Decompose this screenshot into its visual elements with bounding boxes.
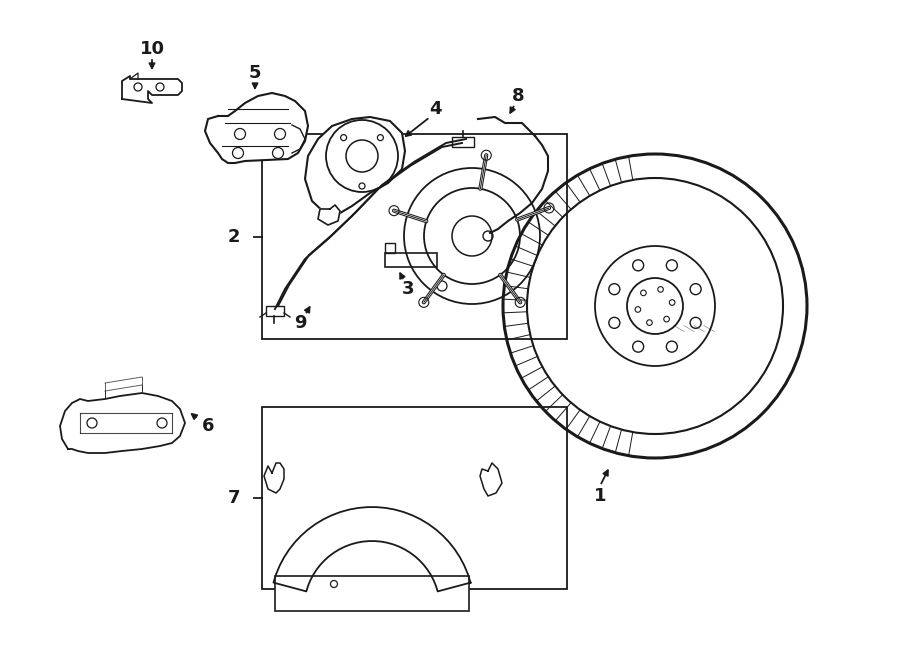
Text: 5: 5 — [248, 64, 261, 82]
Bar — [452, 137, 474, 147]
Text: 1: 1 — [594, 487, 607, 505]
Text: 9: 9 — [293, 314, 306, 332]
Polygon shape — [274, 507, 471, 592]
Bar — [384, 253, 436, 267]
Polygon shape — [264, 463, 284, 493]
Bar — [266, 306, 284, 316]
Bar — [262, 407, 567, 589]
Text: 10: 10 — [140, 40, 165, 58]
Polygon shape — [205, 93, 308, 163]
Polygon shape — [480, 463, 502, 496]
Bar — [275, 576, 469, 611]
Text: 6: 6 — [202, 417, 214, 435]
Text: 4: 4 — [428, 100, 441, 118]
Text: 2: 2 — [228, 227, 240, 245]
Polygon shape — [318, 205, 340, 225]
Text: 7: 7 — [228, 489, 240, 507]
Polygon shape — [122, 76, 182, 103]
Text: 8: 8 — [512, 87, 525, 105]
Text: 3: 3 — [401, 280, 414, 298]
Polygon shape — [305, 117, 405, 216]
Polygon shape — [60, 393, 185, 453]
Bar — [384, 243, 395, 253]
Bar — [262, 134, 567, 339]
Bar — [275, 576, 469, 611]
